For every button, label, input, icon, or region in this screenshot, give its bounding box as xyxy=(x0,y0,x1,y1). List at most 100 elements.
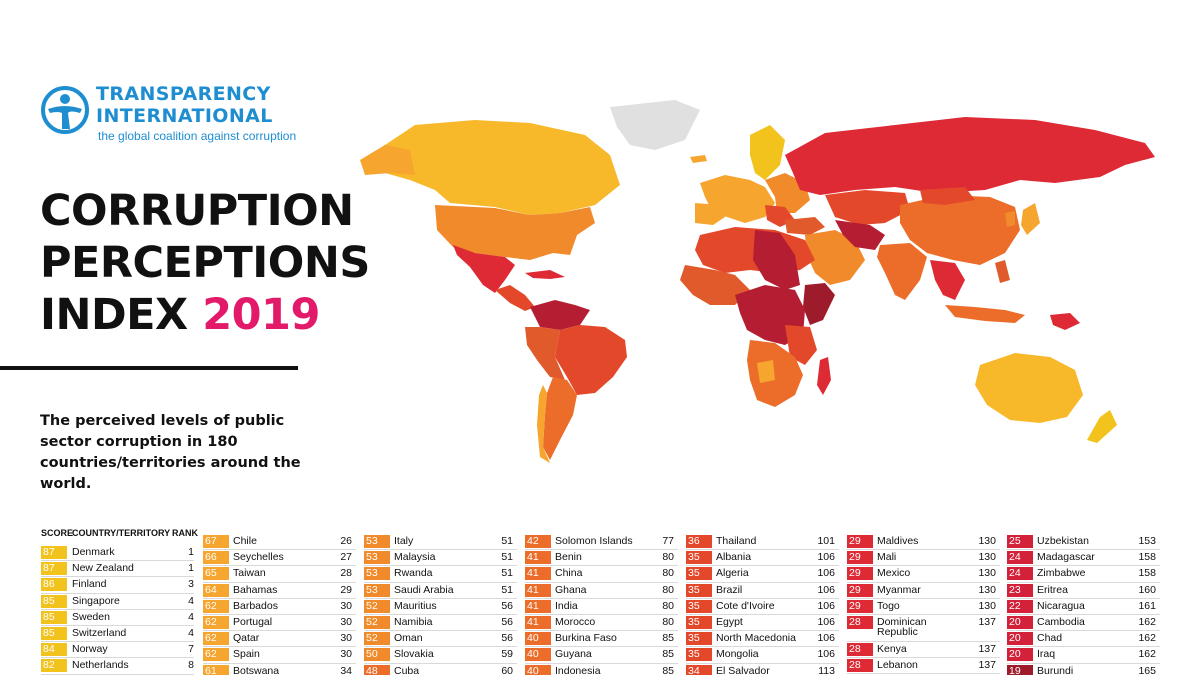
country-name: Namibia xyxy=(394,615,433,628)
table-row: 50 Slovakia 59 xyxy=(364,647,517,664)
rank-value: 80 xyxy=(662,551,674,564)
rank-value: 80 xyxy=(662,567,674,580)
map-peru xyxy=(525,327,565,380)
title-divider xyxy=(0,366,298,370)
rank-value: 80 xyxy=(662,599,674,612)
country-name: Sweden xyxy=(72,610,110,623)
rank-value: 160 xyxy=(1138,583,1156,596)
score-badge: 29 xyxy=(847,551,873,565)
score-badge: 20 xyxy=(1007,648,1033,662)
country-name: Algeria xyxy=(716,567,749,580)
score-badge: 85 xyxy=(41,610,67,624)
map-australia xyxy=(975,353,1083,423)
country-name: Myanmar xyxy=(877,583,921,596)
rank-value: 130 xyxy=(978,567,996,580)
table-row: 65 Taiwan 28 xyxy=(203,566,356,583)
country-name: Guyana xyxy=(555,648,592,661)
rank-value: 51 xyxy=(501,551,513,564)
country-name: Qatar xyxy=(233,632,260,645)
country-name: Dominican Republic xyxy=(877,615,927,638)
country-name: Finland xyxy=(72,578,107,591)
country-name: Cote d'Ivoire xyxy=(716,599,775,612)
country-name: Ghana xyxy=(555,583,587,596)
score-badge: 41 xyxy=(525,599,551,613)
table-row: 35 Algeria 106 xyxy=(686,566,839,583)
rank-value: 28 xyxy=(340,567,352,580)
rank-value: 4 xyxy=(188,610,194,623)
rank-value: 30 xyxy=(340,632,352,645)
table-row: 29 Maldives 130 xyxy=(847,534,1000,551)
score-badge: 35 xyxy=(686,632,712,646)
score-badge: 29 xyxy=(847,599,873,613)
score-badge: 62 xyxy=(203,599,229,613)
country-name: Barbados xyxy=(233,599,278,612)
brand-name-line2: INTERNATIONAL xyxy=(96,105,273,127)
country-name: New Zealand xyxy=(72,562,134,575)
rank-value: 4 xyxy=(188,594,194,607)
map-canada xyxy=(370,120,620,215)
rank-value: 26 xyxy=(340,535,352,547)
country-name: Italy xyxy=(394,535,414,547)
table-row: 22 Nicaragua 161 xyxy=(1007,599,1160,615)
score-badge: 67 xyxy=(203,535,229,548)
map-russia xyxy=(785,117,1155,195)
country-name: Solomon Islands xyxy=(555,535,633,547)
table-row: 25 Uzbekistan 153 xyxy=(1007,534,1160,551)
rank-value: 85 xyxy=(662,648,674,661)
table-row: 62 Qatar 30 xyxy=(203,631,356,648)
table-row: 36 Thailand 101 xyxy=(686,534,839,551)
table-column: 87 Denmark 1 87 New Zealand 1 86 Finland 3 85 Sing… xyxy=(41,545,194,675)
table-row: 41 China 80 xyxy=(525,566,678,583)
country-name: Mexico xyxy=(877,567,911,580)
title-year: 2019 xyxy=(202,290,320,340)
table-row: 35 Brazil 106 xyxy=(686,583,839,599)
table-column: 53 Italy 51 53 Malaysia 51 53 Rwanda 51 53 Saudi A… xyxy=(364,534,517,675)
table-row: 87 Denmark 1 xyxy=(41,545,194,562)
title-line-1: CORRUPTION xyxy=(40,186,354,236)
table-row: 85 Singapore 4 xyxy=(41,594,194,610)
table-row: 61 Botswana 34 xyxy=(203,664,356,675)
score-badge: 35 xyxy=(686,551,712,565)
rank-value: 34 xyxy=(340,664,352,675)
transparency-logo-icon xyxy=(41,86,89,134)
map-indonesia xyxy=(945,305,1025,323)
country-name: Denmark xyxy=(72,546,115,558)
country-name: Albania xyxy=(716,551,752,564)
map-southern-africa xyxy=(747,340,803,407)
world-map-graphic xyxy=(360,100,1155,463)
rank-value: 161 xyxy=(1138,599,1156,612)
table-row: 41 Ghana 80 xyxy=(525,583,678,599)
country-name: Spain xyxy=(233,648,260,661)
country-name: Indonesia xyxy=(555,664,601,675)
country-name: Seychelles xyxy=(233,551,284,564)
table-row: 53 Italy 51 xyxy=(364,534,517,551)
score-badge: 48 xyxy=(364,664,390,675)
score-badge: 35 xyxy=(686,583,712,597)
score-badge: 53 xyxy=(364,567,390,581)
score-badge: 35 xyxy=(686,648,712,662)
score-badge: 41 xyxy=(525,551,551,565)
rank-value: 130 xyxy=(978,599,996,612)
map-png xyxy=(1050,313,1080,330)
country-name: Rwanda xyxy=(394,567,433,580)
country-name: Mongolia xyxy=(716,648,759,661)
table-row: 35 North Macedonia 106 xyxy=(686,631,839,648)
table-row: 28 Kenya 137 xyxy=(847,642,1000,659)
rank-value: 130 xyxy=(978,551,996,564)
rank-value: 106 xyxy=(817,551,835,564)
rank-value: 1 xyxy=(188,562,194,575)
table-row: 85 Sweden 4 xyxy=(41,610,194,626)
page-title: CORRUPTION PERCEPTIONS INDEX 2019 xyxy=(40,185,370,341)
table-row: 82 Netherlands 8 xyxy=(41,658,194,675)
score-badge: 34 xyxy=(686,664,712,675)
brand-name-line1: TRANSPARENCY xyxy=(96,83,271,105)
map-mexico xyxy=(453,245,515,293)
map-philippines xyxy=(995,260,1010,283)
country-name: Zimbabwe xyxy=(1037,567,1086,580)
country-name: Mauritius xyxy=(394,599,437,612)
score-badge: 24 xyxy=(1007,551,1033,565)
country-name: Singapore xyxy=(72,594,120,607)
table-column: 29 Maldives 130 29 Mali 130 29 Mexico 130 29 Myanm… xyxy=(847,534,1000,675)
score-badge: 53 xyxy=(364,583,390,597)
rank-value: 85 xyxy=(662,664,674,675)
